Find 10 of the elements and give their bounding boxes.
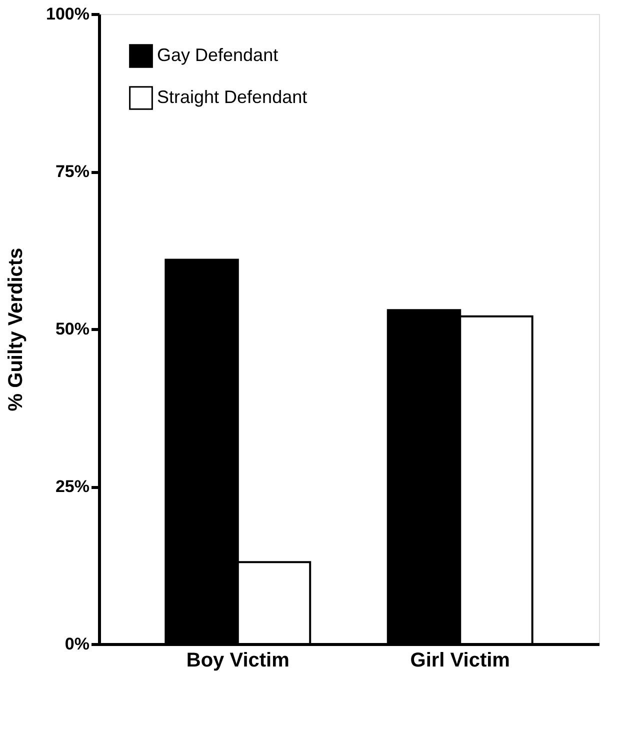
y-tick-label: 75% — [55, 162, 90, 181]
y-tick-label: 25% — [55, 477, 90, 496]
y-tick-label: 50% — [55, 320, 90, 338]
y-axis-title: % Guilty Verdicts — [5, 248, 28, 412]
legend-label: Gay Defendant — [157, 45, 278, 65]
y-tick-label: 0% — [64, 634, 90, 654]
y-tick-label: 100% — [46, 4, 90, 24]
x-tick-label: Girl Victim — [410, 650, 510, 672]
x-tick-label: Boy Victim — [186, 650, 290, 672]
legend-label: Straight Defendant — [157, 87, 308, 107]
